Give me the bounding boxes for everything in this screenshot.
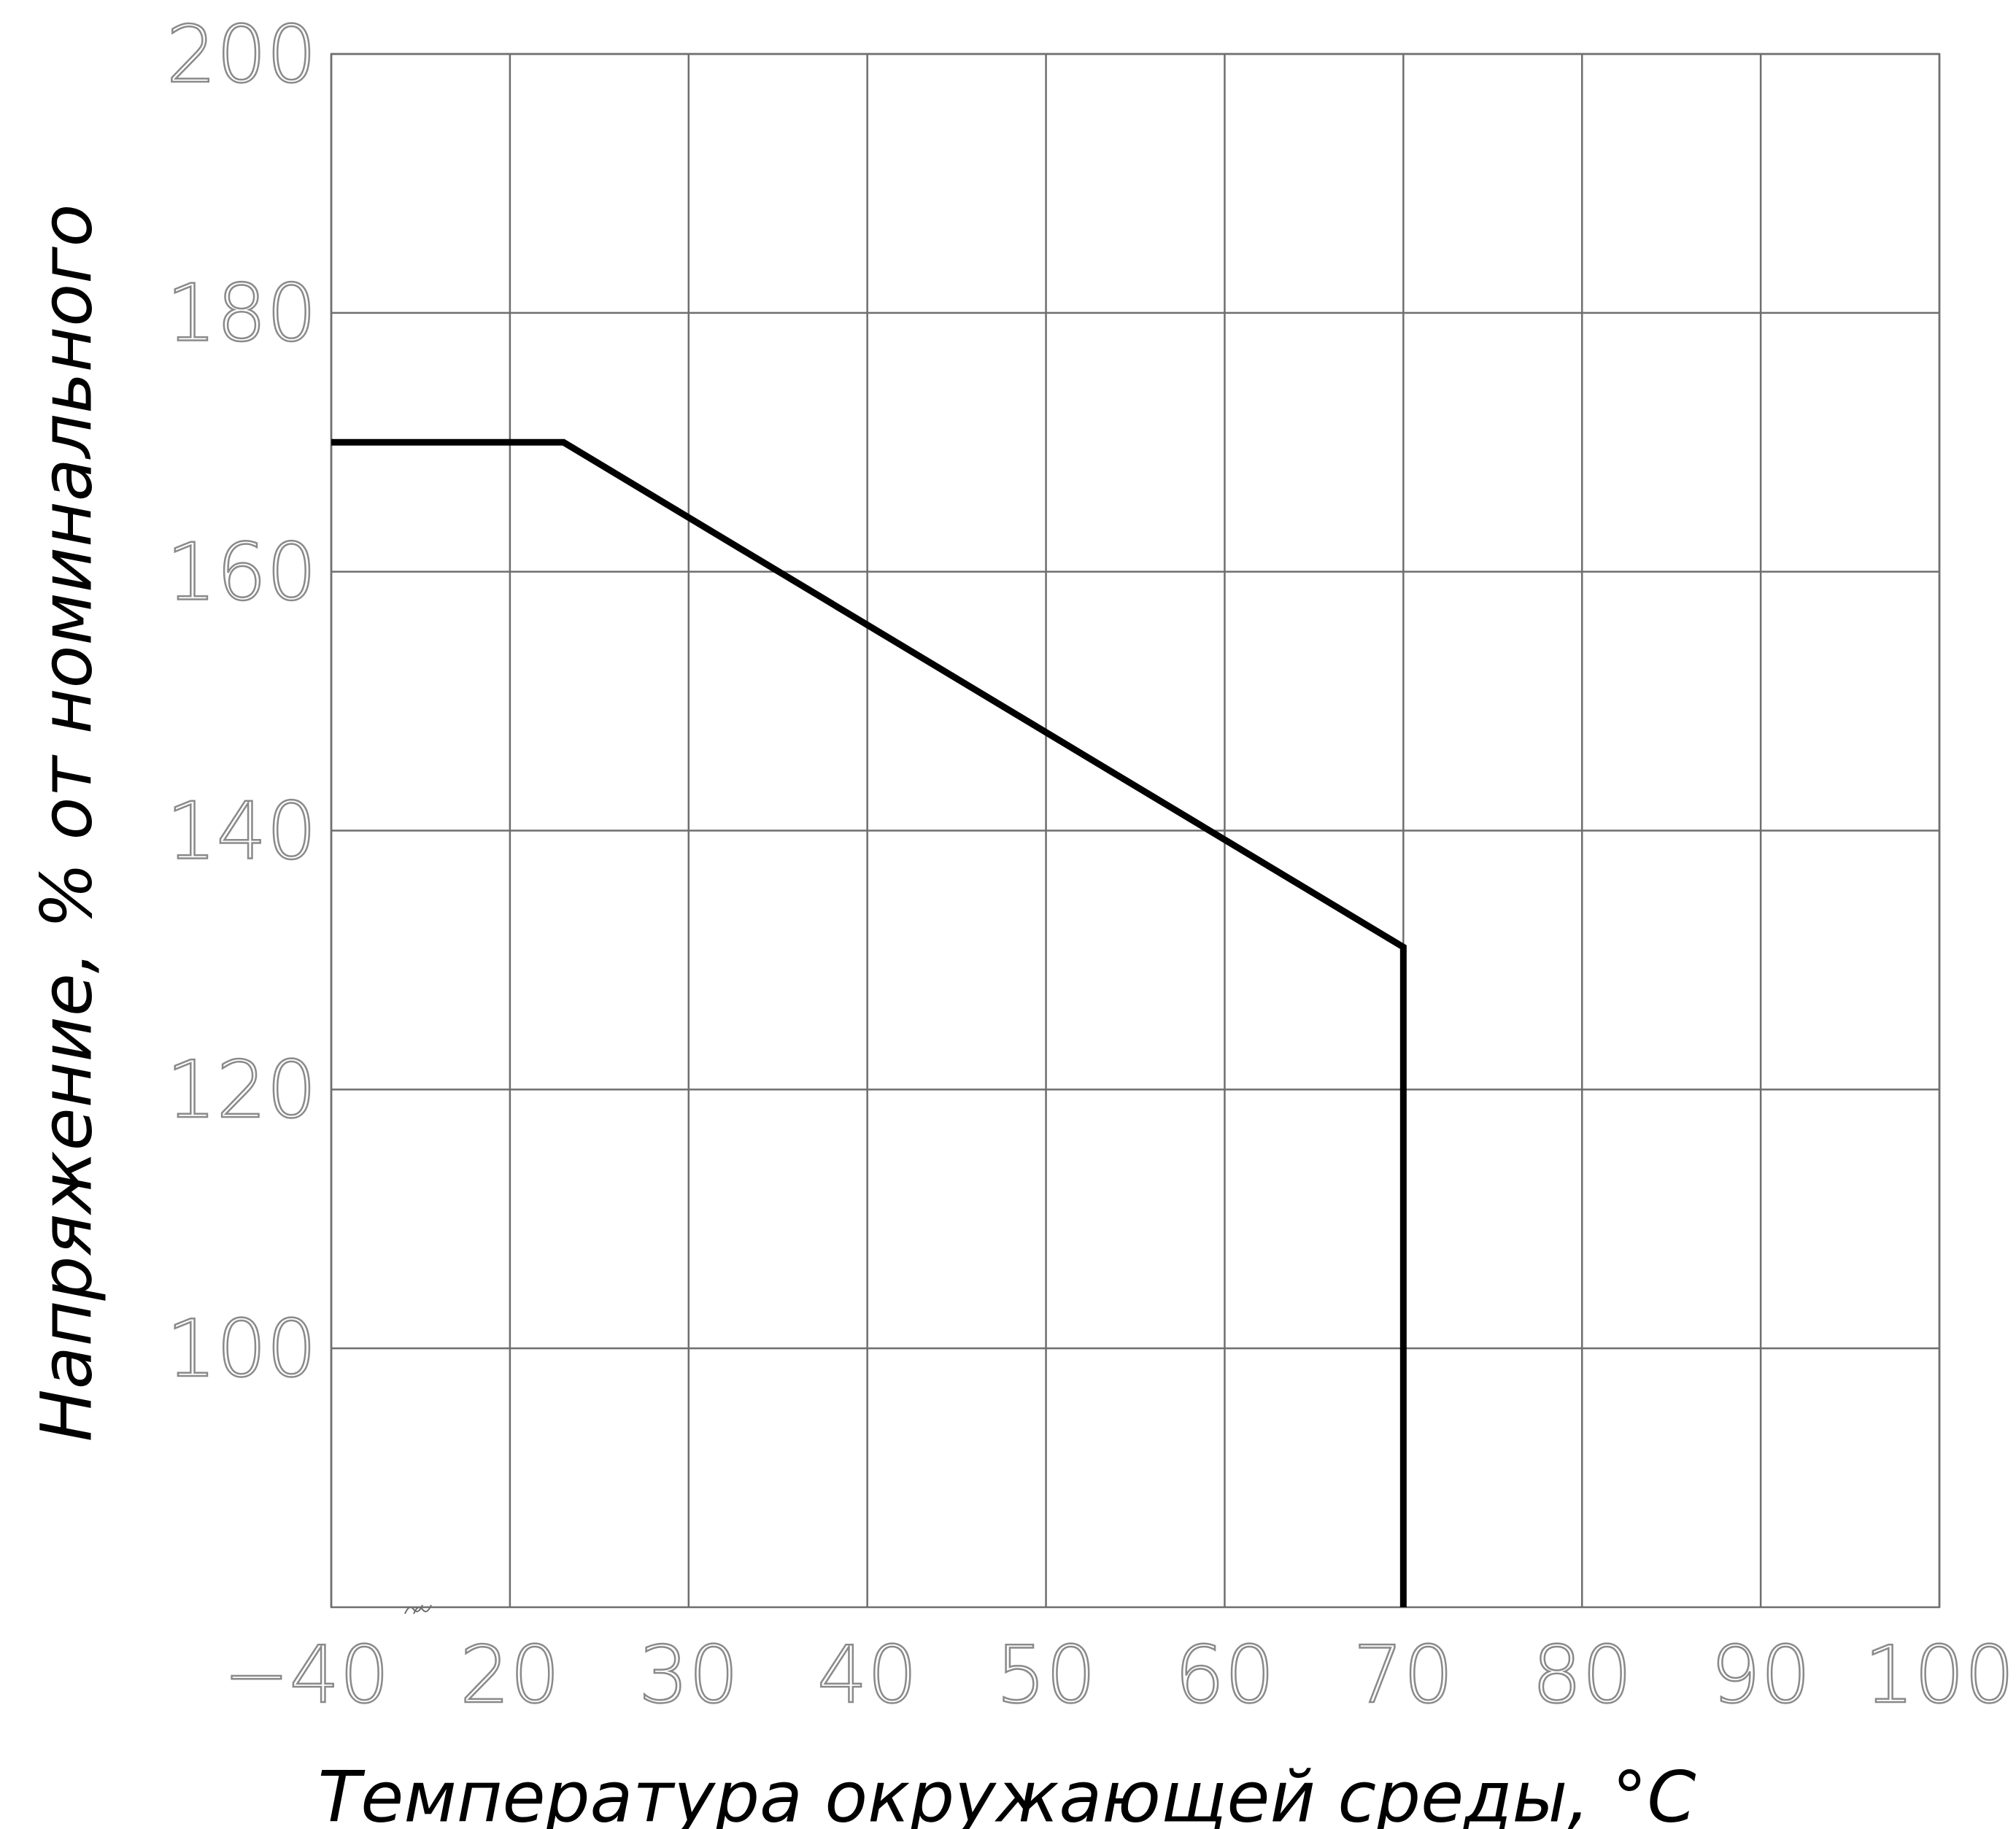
y-tick-label: 180 xyxy=(166,268,317,360)
y-tick-label: 120 xyxy=(166,1045,317,1136)
x-tick-label: 30 xyxy=(638,1630,738,1721)
y-axis-label: Напряжение, % от номинального xyxy=(26,204,107,1442)
x-tick-label: 20 xyxy=(460,1630,560,1721)
x-tick-label: 100 xyxy=(1864,1630,2015,1721)
y-tick-label: 140 xyxy=(166,786,317,877)
x-tick-label: 70 xyxy=(1353,1630,1453,1721)
x-tick-label: 60 xyxy=(1175,1630,1275,1721)
axis-break xyxy=(404,1604,432,1615)
x-tick-label: 40 xyxy=(817,1630,917,1721)
y-tick-label: 200 xyxy=(166,9,317,101)
x-tick-label: 80 xyxy=(1532,1630,1632,1721)
data-line xyxy=(331,438,1407,1607)
x-tick-label: 90 xyxy=(1710,1630,1810,1721)
y-tick-label: 100 xyxy=(166,1304,317,1395)
x-tick-label: 50 xyxy=(996,1630,1096,1721)
x-tick-label: −40 xyxy=(223,1630,390,1721)
x-axis-label: Температура окружающей среды, °C xyxy=(318,1756,1696,1829)
y-tick-label: 160 xyxy=(166,527,317,618)
